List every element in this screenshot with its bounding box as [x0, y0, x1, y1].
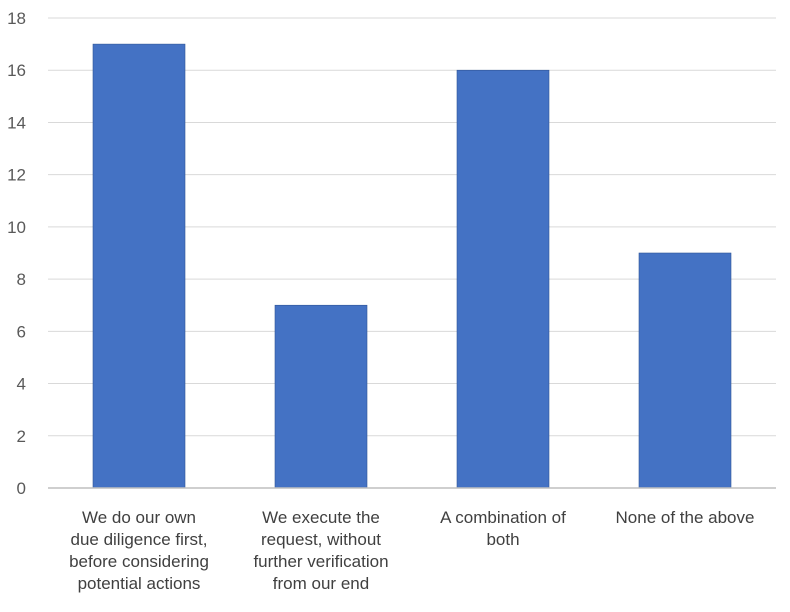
category-label-line: We execute the: [262, 508, 380, 527]
category-label-2: We execute the request, without further ve…: [253, 508, 388, 593]
y-tick-label: 8: [17, 270, 26, 289]
category-label-3: A combination of both: [440, 508, 566, 549]
category-label-line: from our end: [273, 574, 369, 593]
category-label-line: further verification: [253, 552, 388, 571]
bar-1: [92, 43, 186, 489]
category-label-line: None of the above: [616, 508, 755, 527]
y-axis-tick-labels: 0 2 4 6 8 10 12 14 16 18: [7, 9, 26, 498]
category-label-4: None of the above: [616, 508, 755, 527]
x-axis-category-labels: We do our own due diligence first, before …: [69, 508, 754, 593]
y-tick-label: 18: [7, 9, 26, 28]
y-tick-label: 12: [7, 166, 26, 185]
y-tick-label: 16: [7, 61, 26, 80]
bar-4: [638, 252, 732, 489]
bar-3: [456, 69, 550, 489]
y-tick-label: 4: [17, 375, 26, 394]
category-label-line: We do our own: [82, 508, 196, 527]
y-tick-label: 0: [17, 479, 26, 498]
bar-2: [274, 304, 368, 489]
category-label-line: due diligence first,: [70, 530, 207, 549]
category-label-line: request, without: [261, 530, 381, 549]
category-label-1: We do our own due diligence first, before …: [69, 508, 209, 593]
category-label-line: potential actions: [78, 574, 201, 593]
category-label-line: A combination of: [440, 508, 566, 527]
bars: [92, 43, 732, 489]
y-tick-label: 14: [7, 113, 26, 132]
y-tick-label: 6: [17, 322, 26, 341]
category-label-line: before considering: [69, 552, 209, 571]
y-tick-label: 10: [7, 218, 26, 237]
y-tick-label: 2: [17, 427, 26, 446]
category-label-line: both: [486, 530, 519, 549]
